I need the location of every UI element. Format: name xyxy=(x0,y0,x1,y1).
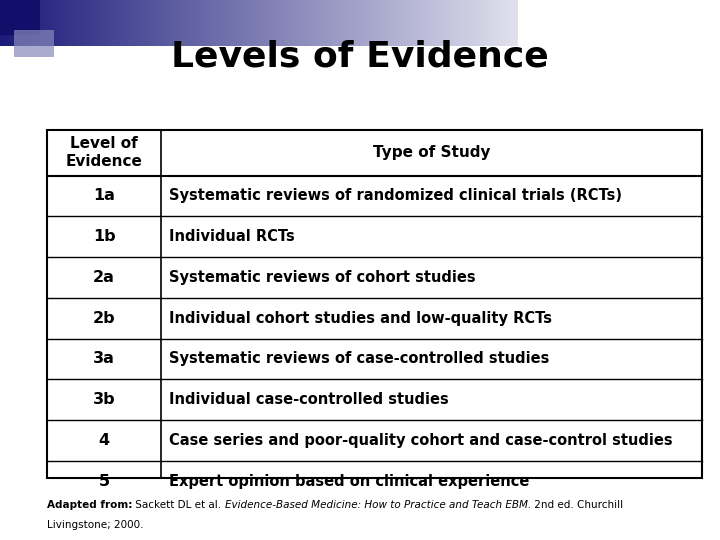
Text: Systematic reviews of case-controlled studies: Systematic reviews of case-controlled st… xyxy=(169,352,549,367)
Bar xyxy=(47,130,702,478)
Text: Individual RCTs: Individual RCTs xyxy=(169,229,295,244)
Text: 2a: 2a xyxy=(93,270,115,285)
Text: Individual case-controlled studies: Individual case-controlled studies xyxy=(169,392,449,407)
Text: Individual cohort studies and low-quality RCTs: Individual cohort studies and low-qualit… xyxy=(169,310,552,326)
Text: Sackett DL et al.: Sackett DL et al. xyxy=(132,500,225,510)
Text: 1a: 1a xyxy=(93,188,115,204)
Text: 5: 5 xyxy=(99,474,109,489)
Text: Expert opinion based on clinical experience: Expert opinion based on clinical experie… xyxy=(169,474,530,489)
Text: Livingstone; 2000.: Livingstone; 2000. xyxy=(47,520,143,530)
Text: 3a: 3a xyxy=(93,352,115,367)
Text: Adapted from:: Adapted from: xyxy=(47,500,132,510)
Text: 2nd ed. Churchill: 2nd ed. Churchill xyxy=(531,500,623,510)
Text: Evidence-Based Medicine: How to Practice and Teach EBM.: Evidence-Based Medicine: How to Practice… xyxy=(225,500,531,510)
Text: 4: 4 xyxy=(99,433,109,448)
Text: Type of Study: Type of Study xyxy=(373,145,490,160)
Text: 2b: 2b xyxy=(93,310,115,326)
Text: Systematic reviews of randomized clinical trials (RCTs): Systematic reviews of randomized clinica… xyxy=(169,188,622,204)
Text: Levels of Evidence: Levels of Evidence xyxy=(171,40,549,73)
Text: Level of
Evidence: Level of Evidence xyxy=(66,137,143,168)
Text: Case series and poor-quality cohort and case-control studies: Case series and poor-quality cohort and … xyxy=(169,433,673,448)
Text: 3b: 3b xyxy=(93,392,115,407)
Text: Systematic reviews of cohort studies: Systematic reviews of cohort studies xyxy=(169,270,476,285)
Text: 1b: 1b xyxy=(93,229,115,244)
